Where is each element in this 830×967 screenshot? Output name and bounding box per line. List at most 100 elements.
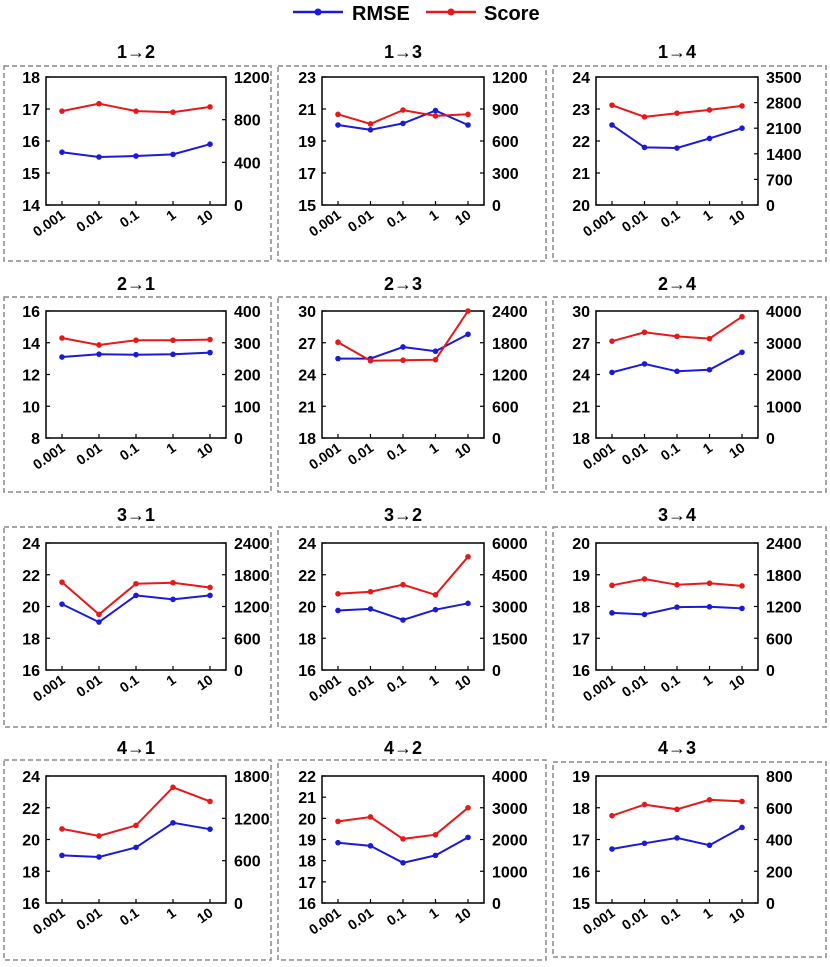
- left-tick-label: 27: [298, 336, 316, 353]
- left-tick-label: 16: [22, 896, 40, 913]
- right-tick-label: 600: [492, 134, 519, 151]
- left-tick-label: 21: [298, 790, 316, 807]
- left-tick-label: 19: [298, 833, 316, 850]
- panel-title: 2→1: [117, 274, 155, 294]
- data-point-rmse: [335, 122, 341, 128]
- plot-area: [321, 76, 485, 206]
- right-tick-label: 600: [766, 801, 793, 818]
- right-tick-label: 700: [766, 172, 793, 189]
- data-point-rmse: [641, 361, 648, 367]
- plot-area: [321, 542, 485, 671]
- right-tick-label: 600: [234, 631, 261, 648]
- x-tick-label: 10: [726, 439, 748, 461]
- left-tick-label: 17: [22, 102, 40, 119]
- series-line-rmse: [61, 594, 211, 624]
- right-tick-label: 800: [766, 769, 793, 786]
- right-tick-label: 300: [234, 336, 261, 353]
- data-point-rmse: [609, 369, 615, 376]
- panel-frame: [3, 526, 272, 728]
- right-tick-label: 6000: [492, 536, 528, 553]
- x-tick-label: 10: [194, 439, 216, 461]
- data-point-rmse: [367, 843, 374, 849]
- plot-area: [45, 542, 227, 671]
- data-point-rmse: [400, 120, 406, 127]
- data-point-score: [706, 107, 713, 113]
- data-point-score: [465, 804, 471, 811]
- data-point-score: [96, 833, 102, 839]
- left-tick-label: 20: [22, 833, 40, 850]
- x-tick-label: 10: [726, 206, 748, 228]
- data-point-rmse: [170, 151, 176, 158]
- left-tick-label: 18: [572, 600, 590, 617]
- data-point-rmse: [739, 605, 745, 612]
- data-point-score: [739, 583, 745, 589]
- plot-area: [45, 310, 227, 439]
- left-tick-label: 23: [298, 70, 316, 87]
- left-tick-label: 24: [298, 368, 316, 385]
- left-tick-label: 16: [572, 864, 590, 881]
- data-point-rmse: [170, 820, 176, 826]
- right-tick-label: 0: [766, 896, 775, 913]
- data-point-score: [133, 108, 139, 114]
- left-tick-label: 17: [572, 833, 590, 850]
- data-point-rmse: [706, 842, 713, 849]
- left-tick-label: 27: [572, 336, 590, 353]
- plot-area: [45, 775, 227, 904]
- panel-frame: [552, 526, 827, 728]
- panel-frame: [277, 759, 547, 961]
- data-point-rmse: [641, 144, 648, 151]
- data-point-score: [641, 801, 648, 808]
- data-point-score: [133, 337, 139, 344]
- legend: RMSE Score: [293, 3, 540, 25]
- left-tick-label: 12: [22, 368, 40, 385]
- right-tick-label: 2400: [234, 536, 270, 553]
- left-tick-label: 16: [22, 304, 40, 321]
- right-tick-label: 2000: [492, 833, 528, 850]
- x-tick-label: 10: [452, 439, 474, 461]
- legend-rmse-label: RMSE: [352, 3, 410, 25]
- data-point-score: [59, 579, 65, 585]
- x-tick-label: 10: [726, 671, 748, 693]
- data-point-score: [465, 553, 471, 560]
- data-point-score: [674, 110, 680, 117]
- left-tick-label: 22: [298, 568, 316, 585]
- left-tick-label: 17: [298, 166, 316, 183]
- data-point-score: [335, 818, 341, 825]
- data-point-score: [706, 797, 713, 803]
- data-point-score: [59, 335, 65, 341]
- x-tick-label: 1: [163, 671, 179, 689]
- right-tick-label: 0: [766, 198, 775, 215]
- data-point-score: [465, 111, 471, 118]
- left-tick-label: 24: [298, 536, 316, 553]
- left-tick-label: 22: [298, 769, 316, 786]
- data-point-score: [432, 831, 439, 838]
- data-point-rmse: [465, 834, 471, 841]
- data-point-rmse: [133, 351, 139, 358]
- right-tick-label: 1200: [234, 70, 270, 87]
- data-point-score: [641, 329, 648, 336]
- plot-area: [321, 310, 485, 439]
- plot-area: [45, 76, 227, 206]
- legend-score-label: Score: [484, 3, 540, 25]
- x-tick-label: 1: [163, 904, 179, 922]
- data-point-score: [207, 584, 213, 591]
- right-tick-label: 1000: [766, 399, 802, 416]
- right-tick-label: 1800: [234, 769, 270, 786]
- x-tick-label: 0.1: [384, 671, 409, 695]
- data-point-score: [465, 308, 471, 314]
- x-tick-label: 10: [452, 206, 474, 228]
- left-tick-label: 16: [298, 663, 316, 680]
- panel-title: 3→4: [658, 505, 696, 525]
- data-point-score: [367, 121, 374, 127]
- data-point-rmse: [170, 351, 176, 358]
- x-tick-label: 10: [452, 904, 474, 926]
- left-tick-label: 23: [572, 102, 590, 119]
- data-point-score: [96, 342, 102, 348]
- panel-frame: [3, 65, 272, 262]
- right-tick-label: 1200: [234, 600, 270, 617]
- left-tick-label: 20: [298, 811, 316, 828]
